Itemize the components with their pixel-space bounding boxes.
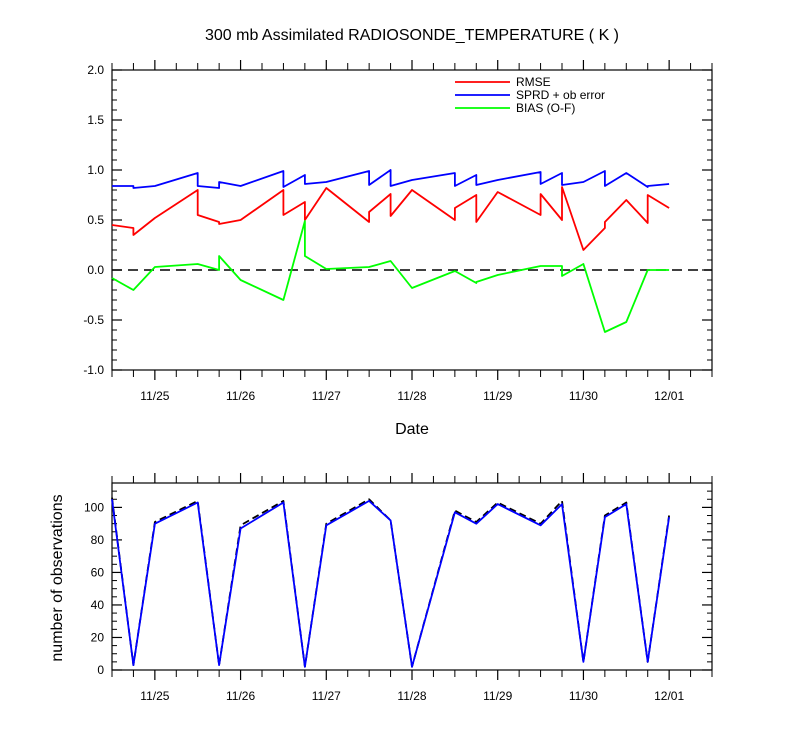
y-ticks-bottom: 0 20 40 60 80 100 [84,490,712,677]
series-line-solid-1 [111,499,670,668]
x-tick-label: 11/29 [483,689,512,703]
bias-rmse-plot: -1.0-0.50.00.51.01.52.0 11/25 11/26 11/27 1… [83,60,713,403]
y-tick-label: 1.0 [87,163,104,177]
y-axis-title-observations: number of observations [49,494,66,661]
y-tick-label: 2.0 [87,63,104,77]
legend-label: RMSE [516,75,551,89]
legend-label: BIAS (O-F) [516,101,575,115]
y-ticks-top: -1.0 -0.5 0.0 0.5 1.0 1.5 2.0 [83,63,712,377]
x-tick-label: 11/30 [569,389,598,403]
x-tick-label: 11/30 [569,689,598,703]
y-tick-label: 60 [91,565,105,579]
x-tick-label: 12/01 [654,689,684,703]
x-tick-label: 11/25 [140,389,169,403]
y-tick-label: 0.5 [87,213,104,227]
x-tick-label: 11/26 [226,389,255,403]
x-ticks-top: 11/25 11/26 11/27 11/28 11/29 11/30 12/01 [111,60,713,403]
y-tick-label: -0.5 [83,313,104,327]
x-tick-label: 11/25 [140,689,169,703]
series-line-sprd-ob-error [112,169,670,189]
series-top [111,169,670,333]
y-tick-label: 0 [97,663,104,677]
y-tick-label: -1.0 [83,363,104,377]
x-tick-label: 11/26 [226,689,255,703]
y-tick-label: 20 [91,630,105,644]
y-tick-label: 40 [91,598,105,612]
series-bottom [111,497,670,668]
x-axis-title: Date [395,421,429,438]
y-tick-label: 1.5 [87,113,104,127]
y-tick-label: 80 [91,533,105,547]
series-line-rmse [111,186,670,251]
chart-title: 300 mb Assimilated RADIOSONDE_TEMPERATUR… [205,27,619,44]
series-line-bias-o-f [111,220,670,333]
x-tick-label: 11/28 [397,689,426,703]
x-ticks-bottom: 11/25 11/26 11/27 11/28 11/29 11/30 12/01 [111,473,713,703]
plot-frame-bottom [111,482,713,671]
y-tick-label: 0.0 [87,263,104,277]
x-tick-label: 11/27 [312,689,341,703]
y-tick-label: 100 [84,500,104,514]
legend-label: SPRD + ob error [516,88,605,102]
x-tick-label: 11/28 [397,389,426,403]
x-tick-label: 11/29 [483,389,512,403]
x-tick-label: 11/27 [312,389,341,403]
x-tick-label: 12/01 [654,389,684,403]
